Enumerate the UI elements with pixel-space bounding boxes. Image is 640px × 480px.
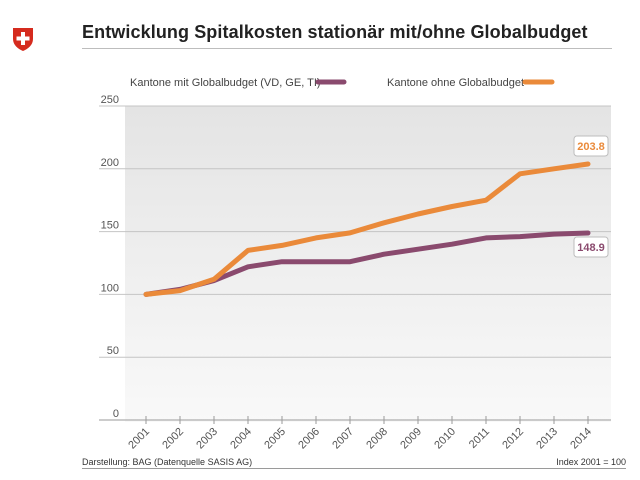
x-tick-label: 2006 xyxy=(296,426,322,452)
legend-label: Kantone mit Globalbudget (VD, GE, TI) xyxy=(130,77,321,89)
source-note: Darstellung: BAG (Datenquelle SASIS AG) xyxy=(82,457,253,467)
x-tick-label: 2009 xyxy=(398,426,424,452)
x-tick-label: 2005 xyxy=(262,426,288,452)
end-labels: 148.9 203.8 xyxy=(573,135,609,258)
x-tick-label: 2013 xyxy=(534,426,560,452)
end-label-box xyxy=(573,135,609,157)
x-tick-label: 2003 xyxy=(194,426,220,452)
x-tick-label: 2008 xyxy=(364,426,390,452)
y-axis-ticks: 0 50 100 150 200 250 xyxy=(101,94,119,420)
y-tick-label: 200 xyxy=(101,157,119,169)
y-tick-label: 250 xyxy=(101,94,119,106)
swiss-cross-icon xyxy=(13,28,33,51)
title-divider xyxy=(82,48,612,49)
series-line-ohne-globalbudget xyxy=(143,161,591,297)
x-tick-label: 2004 xyxy=(228,426,254,452)
x-tick-label: 2011 xyxy=(467,426,492,451)
series-lines xyxy=(143,161,591,297)
x-tick-label: 2012 xyxy=(500,426,526,452)
x-tick-label: 2014 xyxy=(568,426,594,452)
gridlines xyxy=(99,105,611,421)
y-tick-label: 50 xyxy=(107,345,119,357)
x-tick-label: 2007 xyxy=(330,426,356,452)
x-tick-label: 2002 xyxy=(160,426,186,452)
page-title: Entwicklung Spitalkosten stationär mit/o… xyxy=(82,22,588,42)
series-line-mit-globalbudget xyxy=(143,230,591,297)
plot-area xyxy=(125,106,611,422)
x-tick-label: 2001 xyxy=(126,426,152,452)
end-label: 203.8 xyxy=(577,141,605,153)
y-tick-label: 0 xyxy=(113,408,119,420)
footer-divider xyxy=(82,468,626,469)
end-label: 148.9 xyxy=(577,242,605,254)
legend-label: Kantone ohne Globalbudget xyxy=(387,77,524,89)
legend: Kantone mit Globalbudget (VD, GE, TI) Kan… xyxy=(130,77,555,89)
y-tick-label: 150 xyxy=(101,220,119,232)
y-tick-label: 100 xyxy=(101,282,119,294)
index-note: Index 2001 = 100 xyxy=(556,457,626,467)
x-tick-label: 2010 xyxy=(432,426,458,452)
end-label-box xyxy=(573,236,609,258)
